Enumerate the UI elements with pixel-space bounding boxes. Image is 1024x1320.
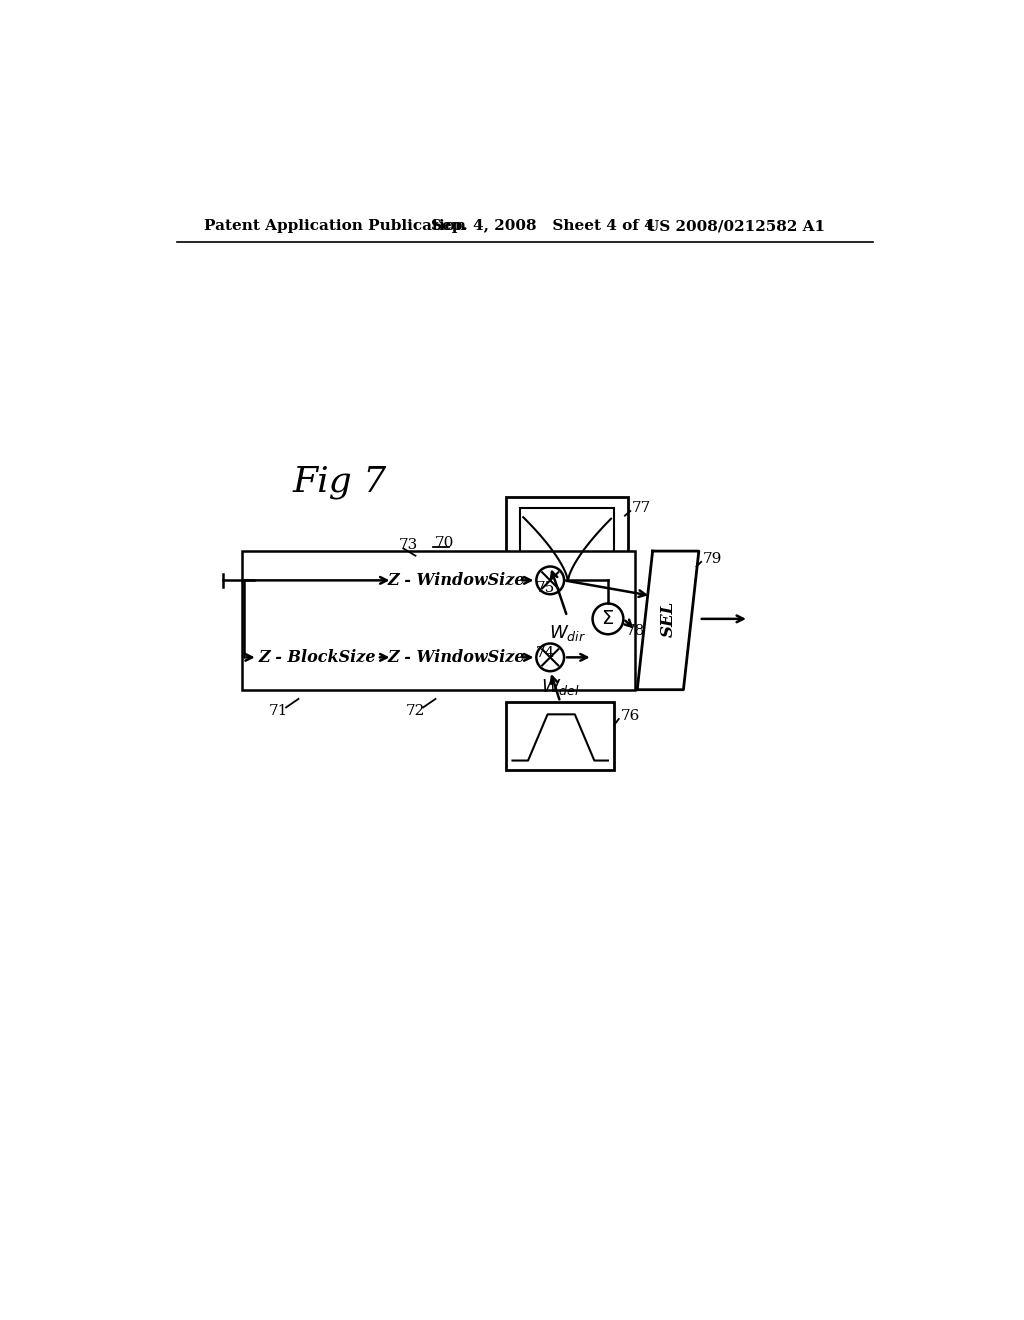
Text: Z - WindowSize: Z - WindowSize: [387, 572, 524, 589]
Text: 73: 73: [398, 539, 418, 552]
Text: Z - BlockSize: Z - BlockSize: [258, 649, 376, 665]
Text: 77: 77: [632, 502, 651, 515]
Text: 74: 74: [536, 645, 555, 660]
Bar: [392, 557, 519, 603]
Text: $W_{del}$: $W_{del}$: [541, 677, 580, 697]
Text: US 2008/0212582 A1: US 2008/0212582 A1: [646, 219, 825, 234]
Text: Z - WindowSize: Z - WindowSize: [387, 649, 524, 665]
Text: 72: 72: [406, 705, 425, 718]
Text: Sep. 4, 2008   Sheet 4 of 4: Sep. 4, 2008 Sheet 4 of 4: [431, 219, 654, 234]
Text: 79: 79: [702, 552, 722, 566]
Text: 75: 75: [536, 581, 555, 595]
Text: 71: 71: [268, 705, 288, 718]
Bar: [258, 635, 377, 681]
Text: 76: 76: [621, 709, 640, 723]
Text: SEL: SEL: [659, 601, 677, 638]
Text: $\Sigma$: $\Sigma$: [601, 610, 614, 628]
Text: Patent Application Publication: Patent Application Publication: [204, 219, 466, 234]
Bar: [392, 635, 519, 681]
Text: 78: 78: [626, 624, 645, 638]
Bar: [520, 508, 614, 605]
Text: $W_{dir}$: $W_{dir}$: [549, 623, 586, 643]
Bar: [506, 702, 614, 770]
Bar: [506, 498, 628, 616]
Bar: [243, 552, 635, 689]
Text: Fig 7: Fig 7: [292, 465, 386, 499]
Text: 70: 70: [435, 536, 454, 550]
